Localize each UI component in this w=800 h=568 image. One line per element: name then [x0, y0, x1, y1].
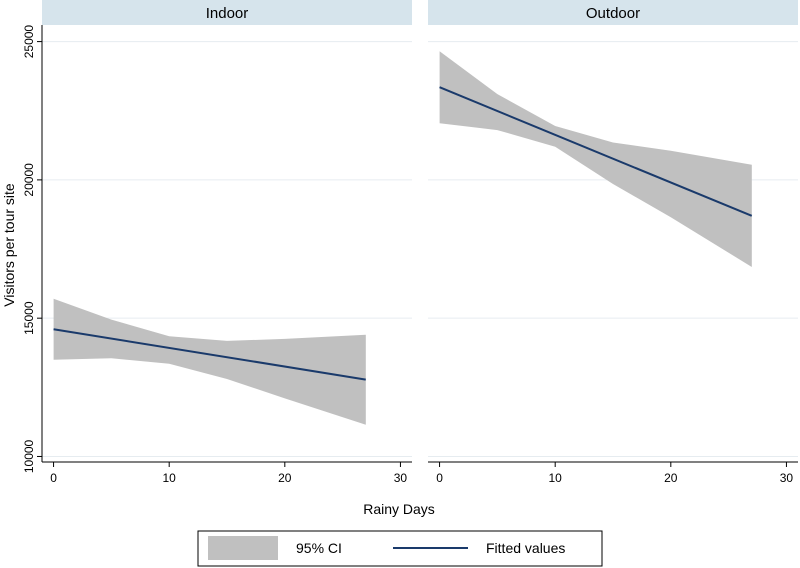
panel-header [428, 0, 798, 25]
panel-title: Indoor [206, 5, 249, 22]
panel-indoor: Indoor 0 10 20 30 10000 15000 20000 25000 [22, 0, 412, 485]
y-tick-label: 15000 [22, 301, 36, 335]
panels-layer: Indoor 0 10 20 30 10000 15000 20000 25000 Outdoor… [22, 0, 798, 485]
panel-title: Outdoor [586, 5, 640, 22]
y-tick-label: 10000 [22, 439, 36, 473]
y-axis-title: Visitors per tour site [1, 183, 17, 307]
y-tick-label: 25000 [22, 25, 36, 59]
legend-fitted-label: Fitted values [486, 540, 565, 556]
x-tick-label: 0 [436, 471, 443, 485]
x-tick-label: 20 [664, 471, 678, 485]
x-tick-label: 10 [549, 471, 563, 485]
x-tick-label: 0 [50, 471, 57, 485]
legend-ci-label: 95% CI [296, 540, 342, 556]
legend-ci-swatch [208, 536, 278, 560]
panel-header [42, 0, 412, 25]
ci-band [439, 51, 752, 267]
fitted-line [53, 328, 366, 381]
legend: 95% CI Fitted values [197, 530, 603, 567]
x-tick-label: 30 [780, 471, 794, 485]
y-tick-label: 20000 [22, 163, 36, 197]
x-tick-label: 20 [278, 471, 292, 485]
x-axis-title: Rainy Days [363, 501, 435, 517]
x-tick-label: 30 [394, 471, 408, 485]
ci-band [53, 298, 366, 425]
fitted-line [439, 86, 753, 217]
panel-outdoor: Outdoor 0 10 20 30 [428, 0, 798, 485]
x-tick-label: 10 [163, 471, 177, 485]
